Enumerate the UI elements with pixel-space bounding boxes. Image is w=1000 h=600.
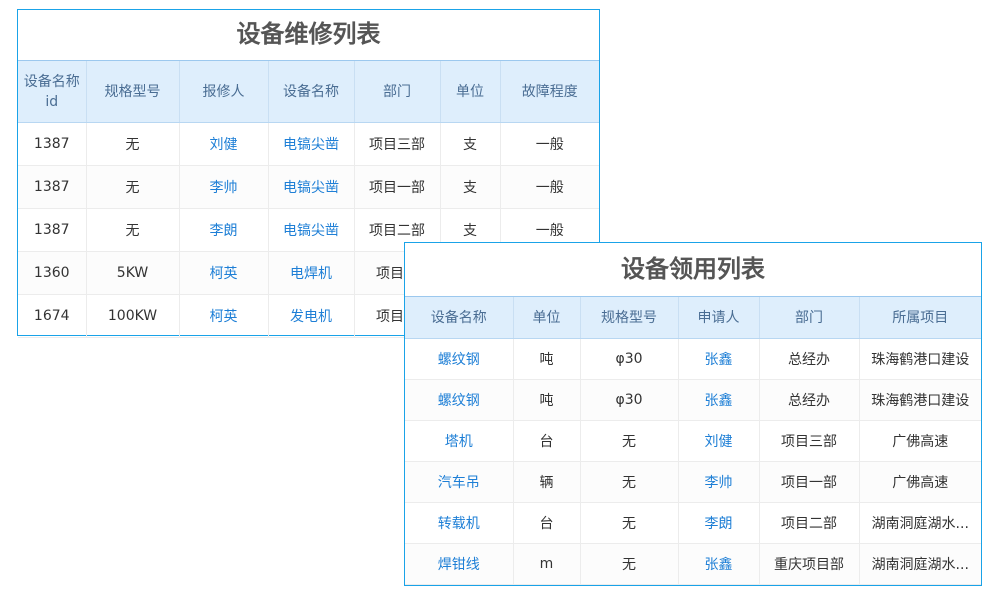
table-row: 1387 无李帅 电镐尖凿 项目一部支一般 [18, 165, 599, 209]
table-cell: 项目一部 [759, 461, 860, 503]
table-cell: 无 [580, 543, 679, 585]
table-cell: 1387 [18, 122, 87, 166]
table-cell: 项目二部 [759, 502, 860, 544]
column-header: 所属项目 [859, 297, 981, 339]
table-cell: 辆 [513, 461, 581, 503]
cell-link[interactable]: 焊钳线 [405, 543, 514, 585]
cell-link[interactable]: 汽车吊 [405, 461, 514, 503]
table-cell: 湖南洞庭湖水... [859, 502, 981, 544]
table-row: 焊钳线 m 无张鑫 重庆项目部 湖南洞庭湖水... [405, 543, 981, 585]
table-cell: 1360 [18, 251, 87, 295]
cell-link[interactable]: 电镐尖凿 [268, 208, 355, 252]
table-cell: 无 [86, 208, 180, 252]
requisition-table: 设备名称 单位 规格型号 申请人 部门 所属项目 螺纹钢吨 φ30 张鑫 总经办 珠海鹤港口建设螺… [405, 297, 981, 585]
table-cell: 项目三部 [354, 122, 441, 166]
table-cell: 一般 [500, 122, 599, 166]
cell-link[interactable]: 电焊机 [268, 251, 355, 295]
column-header: 单位 [513, 297, 581, 339]
table-row: 1387 无刘健 电镐尖凿 项目三部支一般 [18, 122, 599, 166]
column-header: 设备名称id [18, 61, 87, 123]
table-cell: 珠海鹤港口建设 [859, 379, 981, 421]
table-cell: 1674 [18, 294, 87, 338]
cell-link[interactable]: 螺纹钢 [405, 379, 514, 421]
column-header: 申请人 [678, 297, 760, 339]
table-cell: 无 [580, 461, 679, 503]
column-header: 设备名称 [405, 297, 514, 339]
table-cell: 支 [440, 122, 501, 166]
table-cell: 重庆项目部 [759, 543, 860, 585]
table-row: 螺纹钢吨 φ30 张鑫 总经办 珠海鹤港口建设 [405, 338, 981, 380]
table-cell: φ30 [580, 338, 679, 380]
cell-link[interactable]: 刘健 [179, 122, 269, 166]
requisition-list-title: 设备领用列表 [405, 243, 981, 297]
cell-link[interactable]: 李帅 [678, 461, 760, 503]
cell-link[interactable]: 柯英 [179, 294, 269, 338]
cell-link[interactable]: 螺纹钢 [405, 338, 514, 380]
table-cell: 项目三部 [759, 420, 860, 462]
cell-link[interactable]: 张鑫 [678, 543, 760, 585]
column-header: 报修人 [179, 61, 269, 123]
cell-link[interactable]: 发电机 [268, 294, 355, 338]
table-row: 汽车吊辆无李帅 项目一部 广佛高速 [405, 461, 981, 503]
table-cell: 5KW [86, 251, 180, 295]
table-cell: φ30 [580, 379, 679, 421]
table-cell: 一般 [500, 165, 599, 209]
column-header: 设备名称 [268, 61, 355, 123]
table-cell: 项目二部 [354, 208, 441, 252]
table-cell: 100KW [86, 294, 180, 338]
table-cell: 台 [513, 502, 581, 544]
cell-link[interactable]: 李朗 [179, 208, 269, 252]
requisition-list-panel: 设备领用列表 设备名称 单位 规格型号 申请人 部门 所属项目 螺纹钢吨 φ30 张鑫 总经办珠… [404, 242, 982, 586]
column-header: 规格型号 [86, 61, 180, 123]
table-cell: 台 [513, 420, 581, 462]
table-row: 螺纹钢吨 φ30 张鑫 总经办 珠海鹤港口建设 [405, 379, 981, 421]
table-cell: 无 [86, 165, 180, 209]
column-header: 故障程度 [500, 61, 599, 123]
table-cell: 1387 [18, 165, 87, 209]
column-header: 部门 [354, 61, 441, 123]
column-header: 部门 [759, 297, 860, 339]
table-row: 转载机台无李朗 项目二部 湖南洞庭湖水... [405, 502, 981, 544]
table-cell: 吨 [513, 338, 581, 380]
table-cell: 广佛高速 [859, 461, 981, 503]
table-cell: 湖南洞庭湖水... [859, 543, 981, 585]
table-cell: 广佛高速 [859, 420, 981, 462]
table-cell: 吨 [513, 379, 581, 421]
table-row: 塔机台无刘健 项目三部 广佛高速 [405, 420, 981, 462]
table-cell: 项目一部 [354, 165, 441, 209]
cell-link[interactable]: 电镐尖凿 [268, 165, 355, 209]
cell-link[interactable]: 柯英 [179, 251, 269, 295]
cell-link[interactable]: 塔机 [405, 420, 514, 462]
column-header: 单位 [440, 61, 501, 123]
table-cell: 无 [580, 420, 679, 462]
cell-link[interactable]: 张鑫 [678, 379, 760, 421]
table-cell: m [513, 543, 581, 585]
cell-link[interactable]: 李帅 [179, 165, 269, 209]
cell-link[interactable]: 李朗 [678, 502, 760, 544]
cell-link[interactable]: 刘健 [678, 420, 760, 462]
cell-link[interactable]: 电镐尖凿 [268, 122, 355, 166]
table-cell: 总经办 [759, 338, 860, 380]
cell-link[interactable]: 张鑫 [678, 338, 760, 380]
repair-list-panel: 设备维修列表 设备名称id 规格型号 报修人 设备名称 部门 单位 故障程度 1387 无刘健… [17, 9, 600, 338]
table-cell: 无 [86, 122, 180, 166]
table-cell: 1387 [18, 208, 87, 252]
cell-link[interactable]: 转载机 [405, 502, 514, 544]
table-cell: 支 [440, 165, 501, 209]
repair-list-title: 设备维修列表 [18, 10, 599, 61]
table-cell: 无 [580, 502, 679, 544]
table-cell: 珠海鹤港口建设 [859, 338, 981, 380]
column-header: 规格型号 [580, 297, 679, 339]
table-cell: 总经办 [759, 379, 860, 421]
